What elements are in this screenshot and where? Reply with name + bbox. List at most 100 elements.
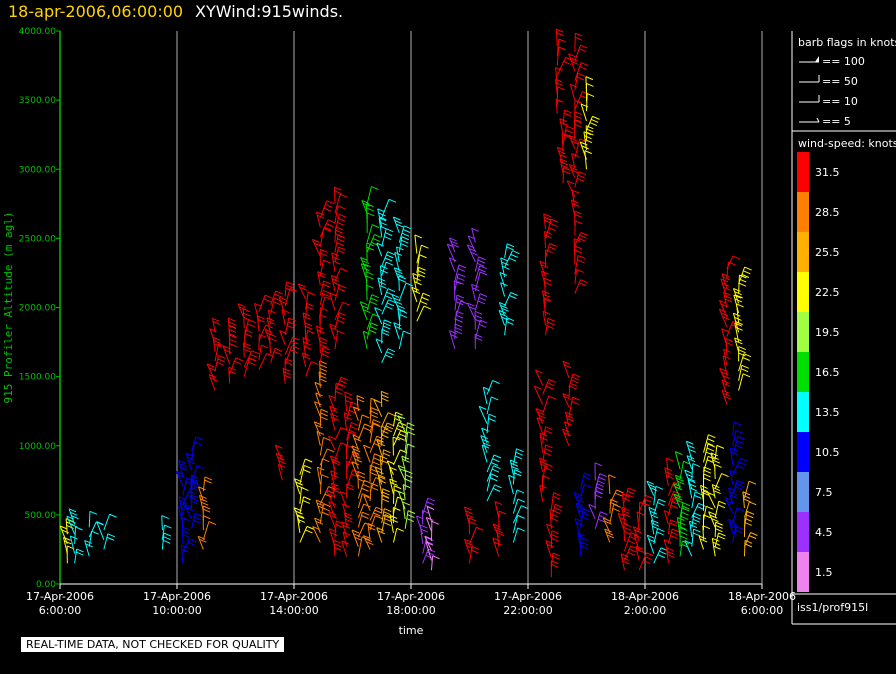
wind-barb [585, 76, 587, 92]
wind-barb-flag [543, 297, 551, 302]
wind-barb-flag [337, 238, 345, 243]
wind-profile [617, 487, 639, 571]
wind-barb [535, 408, 544, 424]
wind-barb [367, 523, 371, 540]
wind-barb-flag [303, 469, 311, 474]
wind-barb [733, 288, 740, 304]
wind-barb-flag [470, 251, 479, 256]
wind-barb-flag [312, 238, 320, 243]
wind-barb-flag [612, 507, 620, 512]
wind-barb [357, 414, 363, 431]
wind-barb-flag [412, 272, 420, 277]
x-axis-label: time [399, 624, 424, 637]
wind-barb-flag [275, 444, 283, 449]
wind-barb-flag [426, 506, 435, 510]
wind-barb-flag [556, 32, 564, 37]
x-tick-date: 17-Apr-2006 [143, 590, 211, 603]
wind-barb-flag [314, 381, 323, 386]
wind-barb-flag [332, 486, 340, 491]
wind-barb [512, 469, 515, 485]
wind-barb-flag [250, 353, 258, 358]
wind-barb-flag [330, 413, 338, 418]
wind-barb-flag [742, 491, 751, 496]
wind-barb-flag [354, 536, 362, 541]
wind-barb [401, 456, 406, 471]
wind-barb [266, 317, 272, 334]
wind-barb [512, 527, 519, 543]
wind-barb [624, 532, 632, 551]
wind-barb [305, 330, 308, 348]
wind-barb [328, 435, 336, 451]
wind-barb-flag [378, 212, 386, 217]
wind-barb-flag [351, 461, 359, 466]
wind-barb [381, 199, 390, 218]
wind-barb-flag [706, 442, 714, 447]
wind-barb-flag [189, 538, 197, 543]
wind-barb [569, 84, 576, 101]
wind-profile [311, 200, 336, 363]
wind-barb-flag [574, 119, 582, 124]
wind-barb-flag [315, 424, 323, 429]
wind-barb-flag [356, 395, 365, 400]
wind-barb [339, 491, 348, 509]
wind-barb-flag [315, 520, 324, 525]
wind-barb-flag [426, 516, 434, 521]
wind-barb [329, 406, 336, 422]
speed-color-swatch [797, 432, 809, 472]
wind-barb-flag [722, 355, 731, 360]
wind-barb [381, 488, 384, 504]
wind-barb-flag [544, 281, 552, 286]
wind-barb-flag [181, 548, 189, 553]
wind-barb-flag [403, 330, 411, 335]
wind-barb-flag [686, 440, 694, 445]
wind-barb-flag [577, 259, 585, 264]
wind-profile [602, 474, 624, 543]
wind-barb-flag [626, 493, 634, 498]
wind-barb-flag [395, 223, 404, 228]
wind-profile [415, 497, 436, 564]
wind-barb-flag [500, 304, 508, 309]
wind-profile [718, 255, 741, 405]
wind-barb-flag [509, 295, 517, 299]
wind-profile [539, 213, 559, 336]
wind-barb [369, 453, 375, 473]
wind-barb-flag [363, 444, 371, 449]
wind-barb-flag [650, 514, 659, 519]
wind-barb-flag [187, 456, 195, 461]
wind-barb-flag [395, 270, 403, 275]
wind-barb [562, 361, 570, 379]
wind-barb-flag [708, 511, 716, 516]
wind-barb-flag [712, 487, 721, 492]
wind-barb [732, 430, 737, 446]
wind-barb-flag [735, 430, 744, 434]
wind-barb-flag [321, 511, 330, 516]
wind-barb-flag [194, 441, 202, 446]
wind-barb [334, 330, 339, 350]
wind-profile [374, 198, 397, 364]
wind-barb [328, 395, 336, 412]
wind-barb [297, 283, 307, 300]
wind-barb [574, 44, 581, 62]
wind-barb [284, 345, 293, 365]
wind-barb-flag [674, 486, 683, 491]
wind-barb-flag [571, 169, 579, 174]
wind-barb-flag [456, 280, 464, 285]
wind-barb-flag [588, 503, 596, 508]
wind-barb [574, 73, 579, 91]
wind-barb-flag [319, 378, 327, 383]
wind-barb-flag [580, 279, 588, 284]
wind-barb [316, 211, 321, 228]
wind-barb [88, 511, 91, 528]
wind-barb-flag [320, 307, 328, 312]
wind-barb-flag [670, 535, 678, 540]
wind-barb-flag [378, 217, 387, 222]
wind-barb-flag [514, 455, 523, 460]
wind-barb-flag [186, 507, 194, 512]
wind-barb [391, 294, 400, 311]
wind-barb [556, 57, 567, 76]
wind-barb-flag [730, 451, 739, 456]
wind-barb-flag [324, 226, 332, 231]
wind-barb-flag [345, 395, 353, 400]
wind-barb [96, 521, 105, 540]
wind-barb-flag [560, 121, 568, 126]
